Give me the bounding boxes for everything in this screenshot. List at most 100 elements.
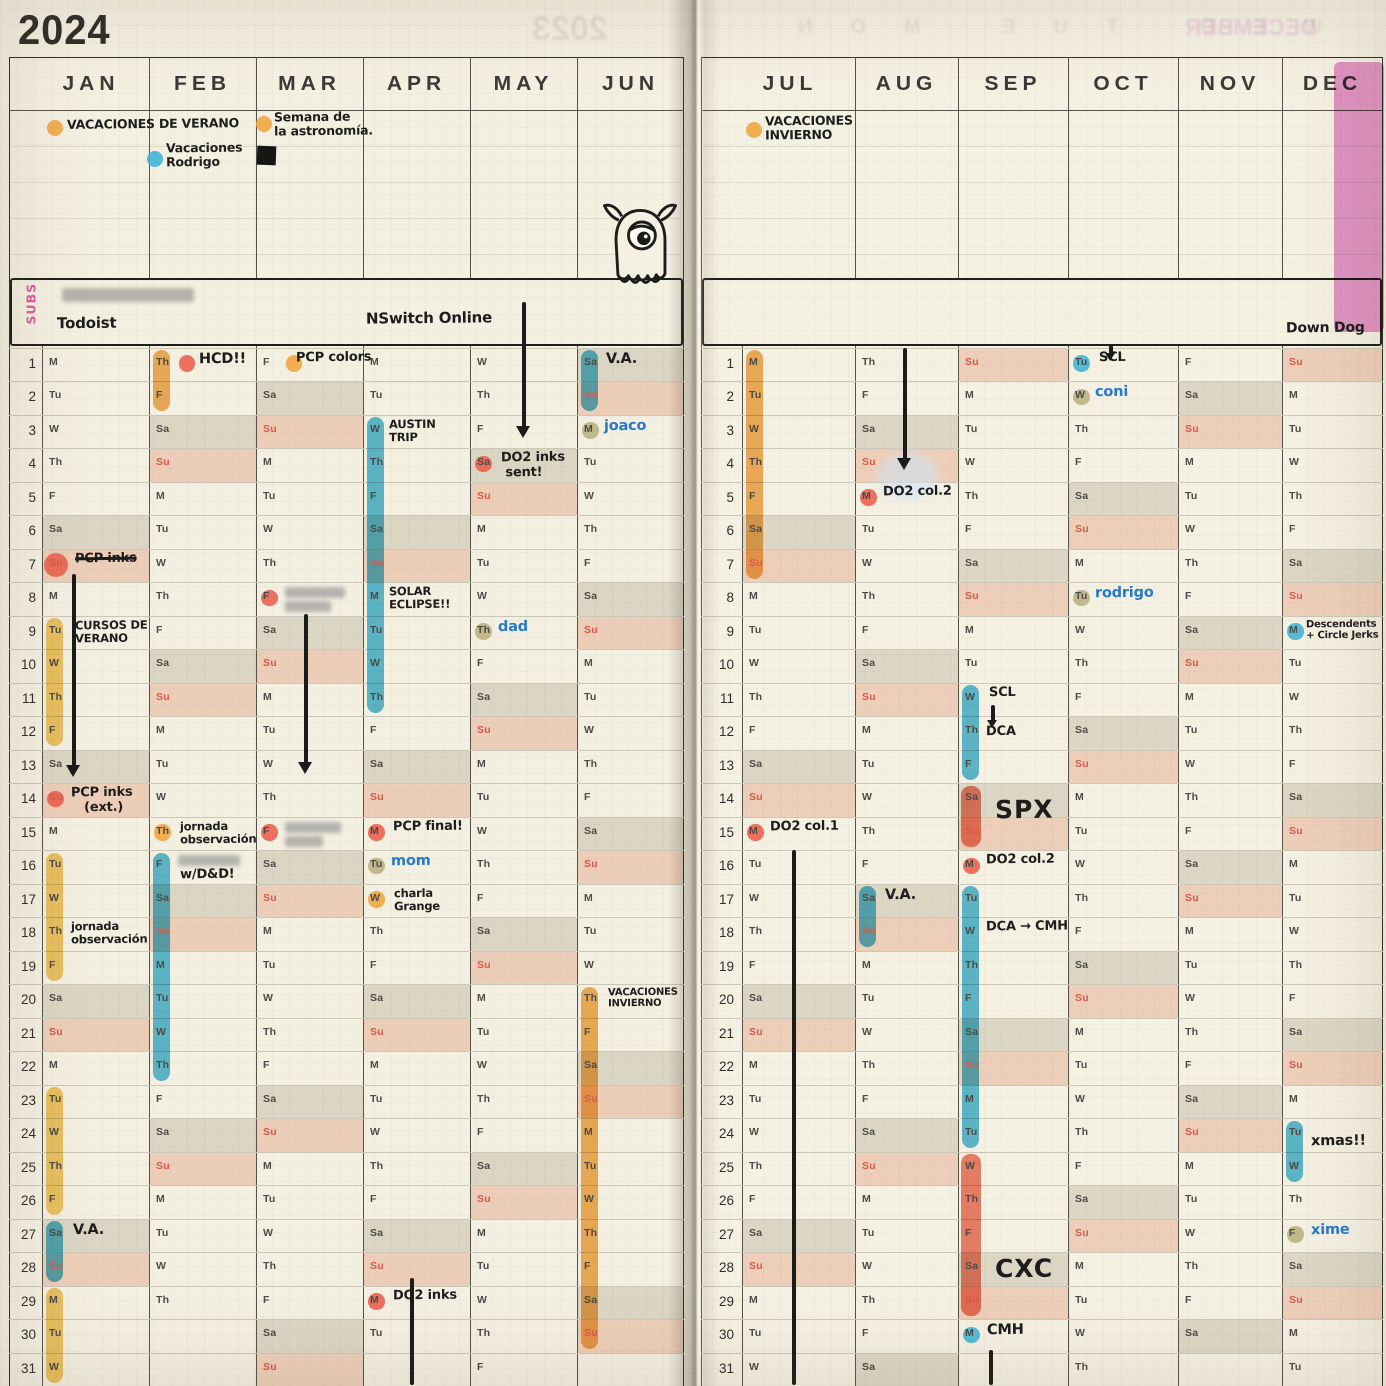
subs-entry: Todoist: [56, 313, 117, 333]
event-label: rodrigo: [1094, 584, 1154, 602]
event-label: mom: [390, 852, 431, 870]
month-header-nov: NOV: [1199, 72, 1261, 95]
day-letter: M: [370, 1293, 379, 1306]
day-letter: W: [584, 489, 595, 502]
day-letter: F: [1075, 456, 1082, 468]
day-letter: Tu: [370, 1327, 383, 1339]
day-letter: Su: [477, 724, 491, 736]
row-line: [9, 1218, 684, 1220]
day-letter: F: [263, 824, 270, 837]
row-line: [701, 1118, 1383, 1119]
day-letter: W: [156, 791, 167, 803]
day-letter: Sa: [862, 1126, 876, 1138]
day-number: 10: [718, 657, 734, 672]
event-red-dot-icon: [47, 790, 64, 808]
day-letter: W: [49, 1360, 60, 1373]
saturday-shading: [1179, 1320, 1282, 1353]
day-letter: Tu: [263, 1193, 276, 1205]
day-letter: Sa: [156, 422, 170, 435]
day-letter: Th: [477, 1092, 491, 1105]
highlight-band-blue: [859, 886, 876, 947]
day-letter: Su: [749, 1025, 763, 1038]
event-label: V.A.: [72, 1221, 105, 1238]
day-letter: Tu: [477, 1025, 490, 1038]
event-olive-dot-icon: [582, 422, 599, 439]
day-number: 2: [28, 389, 36, 404]
day-letter: F: [477, 1126, 484, 1138]
day-letter: W: [263, 992, 274, 1004]
row-line: [9, 515, 684, 516]
sunday-shading: [364, 1018, 470, 1051]
day-letter: Su: [965, 1059, 979, 1071]
highlight-band-blue: [153, 852, 170, 1081]
day-letter: Th: [1075, 657, 1089, 669]
day-letter: M: [749, 590, 758, 602]
day-letter: M: [1075, 1025, 1084, 1038]
day-letter: Sa: [1185, 389, 1199, 401]
legend-gridline: [11, 146, 682, 147]
row-line: [9, 548, 684, 550]
saturday-shading: [471, 1152, 577, 1185]
day-letter: W: [1185, 992, 1196, 1004]
day-number: 27: [718, 1226, 734, 1242]
row-line: [9, 716, 684, 717]
month-header-sep: SEP: [984, 72, 1042, 95]
day-letter: M: [584, 422, 593, 435]
day-number: 3: [726, 422, 734, 438]
event-red-dot-icon: [368, 1293, 385, 1310]
month-separator: [1282, 57, 1283, 278]
day-letter: W: [584, 958, 595, 971]
saturday-shading: [959, 549, 1068, 582]
day-letter: Tu: [862, 757, 875, 770]
day-letter: M: [749, 824, 758, 837]
day-letter: F: [749, 1193, 756, 1205]
day-letter: W: [263, 1226, 274, 1239]
day-number: 23: [718, 1092, 734, 1108]
day-letter: Th: [156, 590, 170, 602]
highlight-band-blue: [962, 886, 979, 1148]
day-letter: Su: [477, 958, 491, 971]
row-line: [701, 1285, 1383, 1287]
row-line: [701, 414, 1383, 416]
day-letter: Tu: [1185, 489, 1198, 502]
row-line: [701, 783, 1383, 784]
day-letter: W: [1289, 925, 1300, 937]
day-letter: Sa: [1185, 858, 1199, 870]
day-letter: Su: [749, 791, 763, 803]
day-letter: F: [862, 858, 869, 870]
day-letter: Tu: [49, 1327, 62, 1339]
day-letter: F: [156, 1092, 163, 1105]
row-line: [701, 515, 1383, 516]
column-line: [1282, 346, 1283, 1386]
day-letter: F: [1185, 590, 1192, 602]
saturday-shading: [856, 650, 958, 683]
saturday-shading: [1283, 1018, 1383, 1051]
day-letter: F: [370, 1193, 377, 1205]
day-number: 3: [28, 422, 36, 438]
day-letter: W: [49, 657, 60, 669]
row-line: [9, 950, 684, 952]
day-letter: Su: [965, 1293, 979, 1306]
row-line: [701, 1151, 1383, 1153]
month-header-may: MAY: [493, 72, 554, 95]
day-letter: Tu: [1185, 1193, 1198, 1205]
day-letter: Sa: [584, 355, 598, 368]
bleed-through-year: 2023: [532, 10, 608, 48]
month-header-feb: FEB: [174, 72, 231, 95]
row-line: [701, 582, 1383, 583]
day-letter: Tu: [49, 858, 62, 870]
day-number: 11: [719, 690, 734, 706]
day-letter: F: [156, 389, 163, 401]
day-number: 20: [718, 992, 734, 1007]
day-letter: Tu: [584, 690, 597, 703]
event-label: SCL: [988, 684, 1016, 700]
day-letter: W: [965, 1159, 976, 1172]
ink-arrow-line: [304, 614, 308, 763]
header-underline: [701, 110, 1383, 112]
day-letter: Th: [1289, 1193, 1303, 1205]
event-blue-dot-icon: [1287, 623, 1304, 640]
day-letter: Su: [49, 791, 63, 803]
month-separator: [1178, 57, 1179, 278]
day-letter: Th: [49, 690, 63, 703]
sunday-shading: [856, 1152, 958, 1185]
